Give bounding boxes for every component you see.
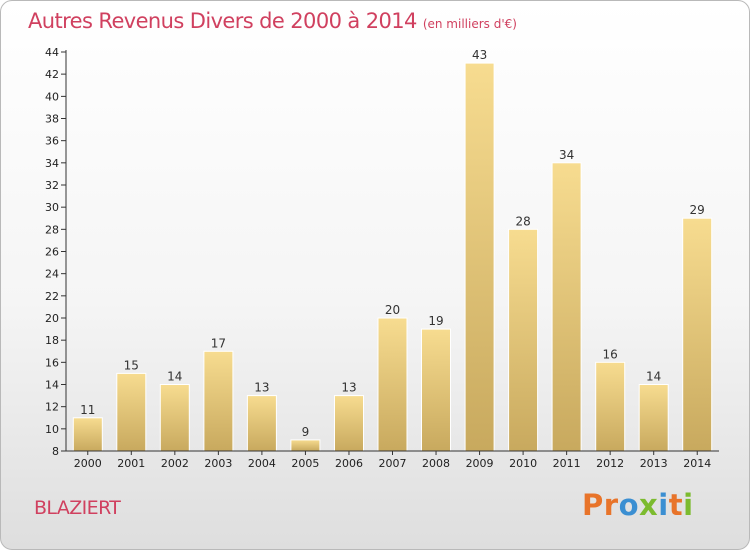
x-tick-label-2010: 2010 [509, 457, 537, 470]
x-tick-label-2013: 2013 [640, 457, 668, 470]
bar-2002 [159, 384, 190, 452]
x-tick-label-2004: 2004 [248, 457, 276, 470]
x-tick-label-2005: 2005 [291, 457, 319, 470]
y-tick-label: 18 [45, 334, 59, 347]
bar-2004 [246, 395, 277, 452]
y-tick-label: 36 [45, 135, 59, 148]
y-tick-label: 26 [45, 246, 59, 259]
x-tick-label-2001: 2001 [117, 457, 145, 470]
y-tick-label: 30 [45, 201, 59, 214]
value-label-2008: 19 [428, 314, 443, 328]
y-tick-label: 44 [45, 46, 59, 59]
value-label-2012: 16 [603, 347, 618, 361]
bar-2003 [203, 350, 234, 452]
x-tick-label-2012: 2012 [596, 457, 624, 470]
x-tick-label-2002: 2002 [161, 457, 189, 470]
value-label-2000: 11 [80, 403, 95, 417]
y-tick-label: 8 [52, 445, 59, 458]
y-tick-label: 14 [45, 379, 59, 392]
y-tick-label: 34 [45, 157, 59, 170]
bar-2000 [72, 417, 103, 452]
y-tick-label: 22 [45, 290, 59, 303]
value-label-2001: 15 [124, 358, 139, 372]
y-tick-label: 10 [45, 423, 59, 436]
y-tick-label: 32 [45, 179, 59, 192]
value-label-2011: 34 [559, 148, 574, 162]
x-tick-label-2003: 2003 [204, 457, 232, 470]
bar-2013 [638, 384, 669, 452]
y-tick-label: 28 [45, 223, 59, 236]
y-tick-label: 38 [45, 113, 59, 126]
chart-title-text: Autres Revenus Divers de 2000 à 2014 [28, 9, 417, 33]
logo-letter: i [658, 488, 669, 522]
y-tick-label: 12 [45, 401, 59, 414]
x-tick-label-2008: 2008 [422, 457, 450, 470]
y-tick-label: 24 [45, 268, 59, 281]
bar-2010 [508, 228, 539, 452]
value-label-2003: 17 [211, 336, 226, 350]
bar-2008 [421, 328, 451, 452]
chart-unit: (en milliers d'€) [422, 17, 517, 31]
logo-letter: o [618, 488, 640, 522]
x-tick-label-2014: 2014 [683, 457, 711, 470]
x-tick-label-2009: 2009 [466, 457, 494, 470]
proxiti-logo: Proxiti [582, 488, 694, 522]
y-tick-label: 40 [45, 90, 59, 103]
logo-letter: i [683, 488, 694, 522]
y-tick-label: 20 [45, 312, 59, 325]
bar-2011 [551, 162, 582, 452]
bar-2006 [334, 395, 364, 452]
bar-2005 [290, 439, 321, 452]
x-tick-label-2000: 2000 [74, 457, 102, 470]
x-tick-label-2006: 2006 [335, 457, 363, 470]
bar-2014 [682, 217, 713, 452]
logo-letter: P [582, 488, 604, 522]
y-tick-label: 16 [45, 356, 59, 369]
value-label-2014: 29 [690, 203, 705, 217]
logo-letter: t [668, 488, 684, 522]
value-label-2006: 13 [341, 381, 356, 395]
commune-name: BLAZIERT [34, 497, 121, 519]
bar-2012 [595, 361, 626, 452]
x-tick-label-2011: 2011 [553, 457, 581, 470]
bar-2001 [116, 372, 147, 452]
x-tick-label-2007: 2007 [379, 457, 407, 470]
value-label-2013: 14 [646, 370, 661, 384]
y-tick-label: 42 [45, 68, 59, 81]
bar-2009 [464, 62, 495, 452]
value-label-2010: 28 [515, 214, 530, 228]
value-label-2009: 43 [472, 48, 487, 62]
logo-letter: r [603, 488, 619, 522]
logo-letter: x [639, 488, 659, 522]
value-label-2007: 20 [385, 303, 400, 317]
value-label-2004: 13 [254, 381, 269, 395]
value-label-2002: 14 [167, 370, 182, 384]
bar-2007 [377, 317, 408, 452]
value-label-2005: 9 [302, 425, 310, 439]
chart-title: Autres Revenus Divers de 2000 à 2014 (en … [28, 9, 517, 33]
